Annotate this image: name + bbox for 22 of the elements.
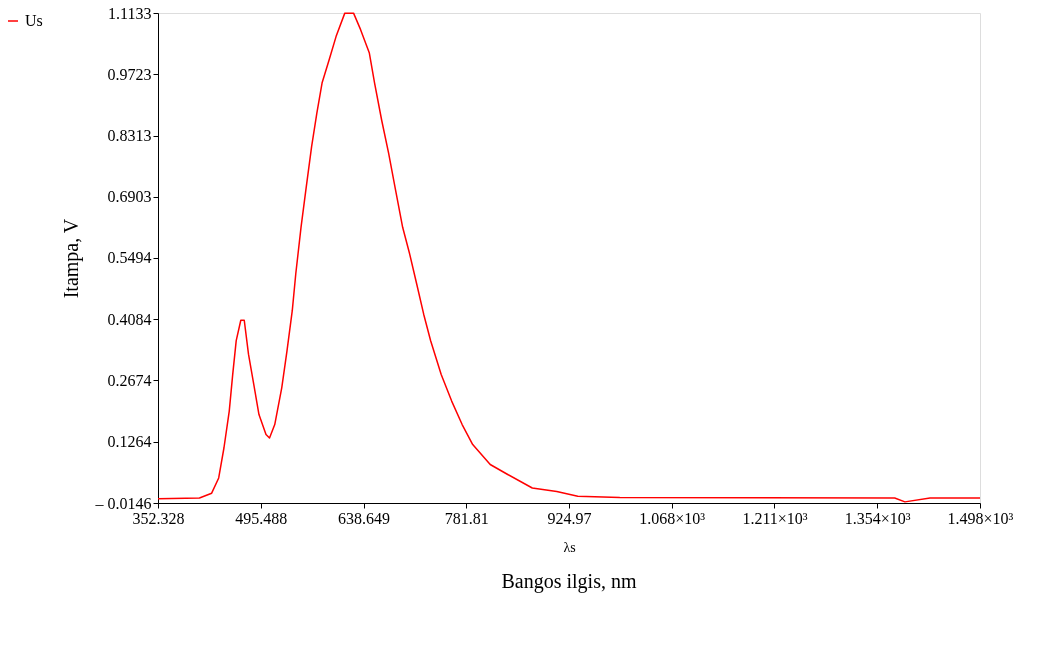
x-tick-label: 1.068×10³ [639, 509, 706, 527]
y-tick-label: 0.6903 [107, 188, 152, 206]
y-tick-label: 0.1264 [107, 433, 152, 451]
x-tick-label: 781.81 [444, 509, 489, 527]
y-tick-label: 1.1133 [108, 4, 152, 22]
y-tick-label: 0.8313 [107, 127, 152, 145]
x-tick-label: 352.328 [132, 509, 185, 527]
text: Bangos ilgis, nm [501, 570, 637, 593]
y-tick-label: 0.2674 [107, 371, 152, 389]
legend-label: Us [25, 12, 43, 29]
y-axis-title: Itampa, V [59, 218, 83, 299]
x-tick-label: 1.211×10³ [742, 509, 808, 527]
y-tick-label: – 0.0146 [94, 494, 152, 512]
x-tick-label: 924.97 [547, 509, 592, 527]
y-tick-label: 0.9723 [107, 65, 152, 83]
x-tick-label: 638.649 [338, 509, 390, 527]
y-tick-label: 0.4084 [107, 310, 152, 328]
x-tick-label: 1.354×10³ [844, 509, 911, 527]
y-tick-label: 0.5494 [107, 249, 152, 267]
x-tick-label: 495.488 [235, 509, 288, 527]
x-tick-label: 1.498×10³ [947, 509, 1014, 527]
x-axis-title: λs [563, 539, 576, 555]
